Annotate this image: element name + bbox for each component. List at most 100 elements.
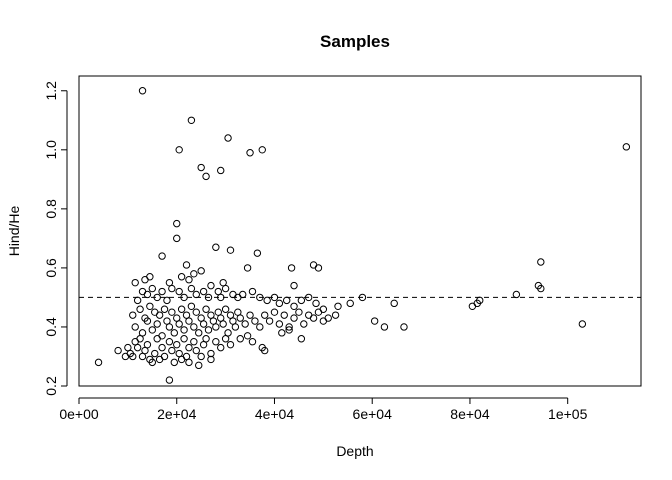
data-point: [309, 314, 318, 322]
data-point: [212, 323, 220, 331]
y-axis: 0.2 0.4 0.6 0.8 1.0 1.2: [43, 81, 68, 396]
data-point: [192, 308, 200, 316]
data-point: [177, 273, 186, 281]
data-point: [168, 308, 176, 316]
data-point: [251, 317, 259, 325]
data-point: [476, 296, 484, 305]
x-tick-label: 1e+05: [548, 406, 588, 422]
data-point: [314, 264, 323, 272]
data-point: [253, 249, 262, 257]
x-tick-label: 4e+04: [255, 406, 295, 422]
data-point: [170, 358, 178, 367]
data-point: [221, 305, 230, 313]
data-point: [537, 258, 545, 266]
data-point: [207, 355, 215, 364]
data-point: [124, 343, 132, 352]
data-point: [202, 305, 210, 313]
data-point: [199, 287, 208, 296]
data-point: [177, 355, 186, 364]
y-tick-label: 1.2: [43, 81, 59, 101]
y-tick-label: 0.2: [43, 376, 59, 396]
data-point: [185, 276, 193, 284]
data-point: [275, 299, 284, 308]
data-point: [217, 166, 225, 175]
data-point: [192, 346, 200, 355]
data-point: [204, 293, 213, 302]
data-point: [131, 278, 139, 287]
data-point: [94, 358, 103, 367]
data-point: [153, 335, 161, 343]
data-point: [231, 323, 240, 331]
data-point: [314, 308, 323, 316]
data-point: [304, 293, 313, 302]
chart-title: Samples: [320, 32, 390, 51]
x-axis-label: Depth: [336, 443, 373, 459]
data-point: [290, 314, 298, 322]
data-point: [204, 326, 213, 334]
data-point: [190, 270, 198, 278]
x-tick-label: 2e+04: [157, 406, 197, 422]
data-point: [136, 305, 144, 313]
data-point: [512, 290, 521, 299]
data-point: [173, 219, 181, 228]
data-point: [224, 134, 232, 142]
data-point: [221, 284, 230, 293]
data-point: [297, 296, 306, 305]
data-point: [138, 352, 147, 361]
data-point: [187, 284, 196, 293]
x-tick-label: 8e+04: [450, 406, 490, 422]
data-point: [236, 335, 244, 343]
data-point: [197, 163, 205, 172]
data-point: [212, 243, 220, 251]
plot-frame: [78, 75, 642, 387]
data-point: [243, 332, 252, 340]
data-point: [143, 340, 152, 349]
data-point: [158, 252, 166, 260]
data-point: [256, 323, 264, 331]
data-point: [165, 338, 174, 346]
data-points: [94, 87, 631, 384]
data-point: [217, 343, 225, 352]
data-point: [195, 329, 203, 337]
data-point: [390, 299, 398, 308]
data-point: [219, 320, 227, 328]
data-point: [182, 261, 191, 269]
data-point: [143, 317, 152, 325]
data-point: [202, 172, 210, 181]
data-point: [221, 335, 230, 343]
data-point: [143, 290, 152, 299]
data-point: [175, 146, 183, 154]
data-point: [160, 305, 169, 313]
data-point: [217, 293, 225, 302]
data-point: [300, 320, 308, 328]
data-point: [170, 329, 178, 337]
data-point: [261, 346, 269, 355]
data-point: [202, 335, 210, 343]
data-point: [175, 320, 183, 328]
data-point: [290, 302, 298, 310]
data-point: [148, 358, 157, 367]
data-point: [155, 311, 164, 319]
data-point: [297, 335, 306, 343]
data-point: [207, 281, 215, 290]
data-point: [212, 338, 220, 346]
data-point: [129, 311, 137, 319]
data-point: [165, 323, 174, 331]
data-point: [148, 284, 157, 293]
data-point: [180, 326, 188, 334]
data-point: [265, 317, 274, 325]
data-point: [177, 305, 186, 313]
data-point: [285, 323, 293, 331]
data-point: [248, 338, 257, 346]
data-point: [168, 284, 176, 293]
data-point: [195, 361, 203, 370]
data-point: [285, 326, 293, 334]
data-point: [334, 302, 342, 310]
data-point: [138, 87, 147, 95]
data-point: [187, 302, 196, 310]
y-tick-label: 0.4: [43, 317, 59, 337]
data-point: [256, 293, 264, 302]
data-point: [158, 343, 166, 352]
y-tick-label: 1.0: [43, 140, 59, 160]
